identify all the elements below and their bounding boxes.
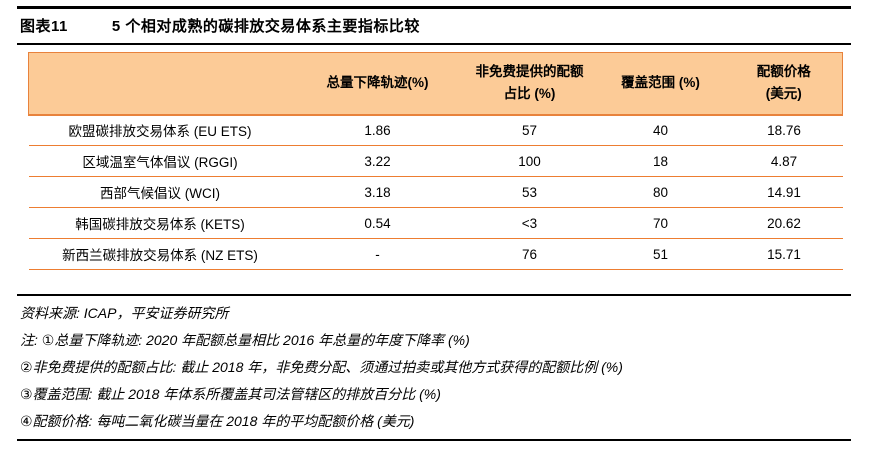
cell-decline: 3.22 bbox=[291, 145, 464, 177]
cell-system-name: 欧盟碳排放交易体系 (EU ETS) bbox=[28, 114, 292, 146]
table-row: 区域温室气体倡议 (RGGI) 3.22 100 18 4.87 bbox=[28, 145, 843, 177]
cell-decline: 1.86 bbox=[291, 114, 464, 146]
table-row: 韩国碳排放交易体系 (KETS) 0.54 <3 70 20.62 bbox=[28, 207, 843, 239]
cell-coverage: 70 bbox=[595, 207, 726, 239]
cell-coverage: 18 bbox=[595, 145, 726, 177]
cell-decline: 0.54 bbox=[291, 207, 464, 239]
table-row: 欧盟碳排放交易体系 (EU ETS) 1.86 57 40 18.76 bbox=[28, 114, 843, 146]
notes-block: 资料来源: ICAP，平安证券研究所 注: ①总量下降轨迹: 2020 年配额总… bbox=[17, 294, 851, 441]
cell-price: 20.62 bbox=[725, 207, 843, 239]
cell-price: 18.76 bbox=[725, 114, 843, 146]
header-cap-decline: 总量下降轨迹(%) bbox=[291, 52, 464, 116]
header-system bbox=[28, 52, 292, 116]
cell-system-name: 区域温室气体倡议 (RGGI) bbox=[28, 145, 292, 177]
cell-price: 4.87 bbox=[725, 145, 843, 177]
comparison-table: 总量下降轨迹(%) 非免费提供的配额 占比 (%) 覆盖范围 (%) 配额价格 … bbox=[28, 52, 843, 270]
cell-non-free: 57 bbox=[463, 114, 596, 146]
cell-decline: 3.18 bbox=[291, 176, 464, 208]
cell-price: 15.71 bbox=[725, 238, 843, 270]
cell-non-free: <3 bbox=[463, 207, 596, 239]
figure-title-bar: 图表11 5 个相对成熟的碳排放交易体系主要指标比较 bbox=[17, 6, 851, 45]
cell-system-name: 新西兰碳排放交易体系 (NZ ETS) bbox=[28, 238, 292, 270]
cell-non-free: 53 bbox=[463, 176, 596, 208]
table-header-row: 总量下降轨迹(%) 非免费提供的配额 占比 (%) 覆盖范围 (%) 配额价格 … bbox=[28, 52, 843, 116]
cell-system-name: 韩国碳排放交易体系 (KETS) bbox=[28, 207, 292, 239]
cell-price: 14.91 bbox=[725, 176, 843, 208]
cell-coverage: 51 bbox=[595, 238, 726, 270]
cell-system-name: 西部气候倡议 (WCI) bbox=[28, 176, 292, 208]
figure-title: 5 个相对成熟的碳排放交易体系主要指标比较 bbox=[111, 18, 420, 35]
header-allowance-price: 配额价格 (美元) bbox=[725, 52, 843, 116]
header-coverage: 覆盖范围 (%) bbox=[595, 52, 726, 116]
cell-non-free: 76 bbox=[463, 238, 596, 270]
cell-decline: - bbox=[291, 238, 464, 270]
note-4: ④配额价格: 每吨二氧化碳当量在 2018 年的平均配额价格 (美元) bbox=[20, 413, 415, 429]
note-2: ②非免费提供的配额占比: 截止 2018 年，非免费分配、须通过拍卖或其他方式获… bbox=[20, 359, 623, 375]
note-1: 注: ①总量下降轨迹: 2020 年配额总量相比 2016 年总量的年度下降率 … bbox=[20, 332, 470, 348]
source-line: 资料来源: ICAP，平安证券研究所 bbox=[20, 305, 229, 321]
cell-non-free: 100 bbox=[463, 145, 596, 177]
cell-coverage: 80 bbox=[595, 176, 726, 208]
header-non-free-share: 非免费提供的配额 占比 (%) bbox=[463, 52, 596, 116]
figure-label: 图表11 bbox=[20, 18, 68, 35]
note-3: ③覆盖范围: 截止 2018 年体系所覆盖其司法管辖区的排放百分比 (%) bbox=[20, 386, 441, 402]
cell-coverage: 40 bbox=[595, 114, 726, 146]
table-row: 西部气候倡议 (WCI) 3.18 53 80 14.91 bbox=[28, 176, 843, 208]
table-row: 新西兰碳排放交易体系 (NZ ETS) - 76 51 15.71 bbox=[28, 238, 843, 270]
